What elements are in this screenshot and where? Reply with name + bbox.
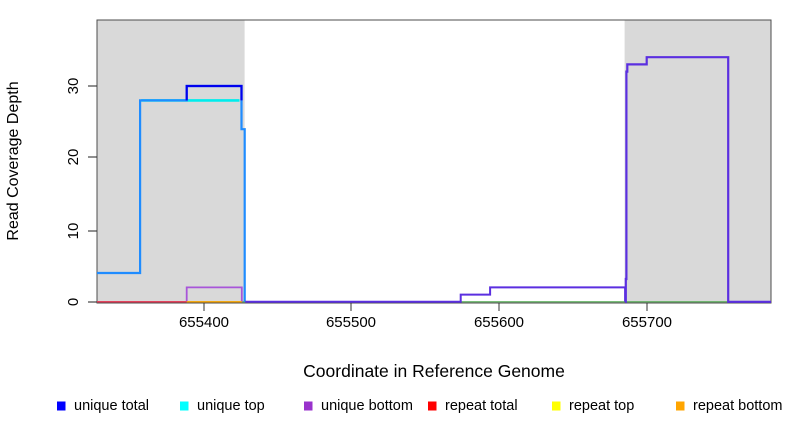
svg-text:unique bottom: unique bottom — [321, 398, 413, 414]
svg-text:20: 20 — [65, 149, 82, 166]
svg-text:655400: 655400 — [179, 314, 229, 331]
svg-text:30: 30 — [65, 78, 82, 95]
svg-text:repeat top: repeat top — [569, 398, 634, 414]
svg-text:repeat bottom: repeat bottom — [693, 398, 782, 414]
svg-text:0: 0 — [65, 298, 82, 306]
svg-text:10: 10 — [65, 223, 82, 240]
svg-text:repeat total: repeat total — [445, 398, 518, 414]
svg-text:655600: 655600 — [474, 314, 524, 331]
svg-text:unique top: unique top — [197, 398, 265, 414]
svg-text:Read Coverage Depth: Read Coverage Depth — [5, 81, 22, 240]
svg-text:655700: 655700 — [622, 314, 672, 331]
svg-text:Coordinate in Reference Genome: Coordinate in Reference Genome — [303, 361, 565, 381]
svg-text:unique total: unique total — [74, 398, 149, 414]
svg-text:655500: 655500 — [326, 314, 376, 331]
